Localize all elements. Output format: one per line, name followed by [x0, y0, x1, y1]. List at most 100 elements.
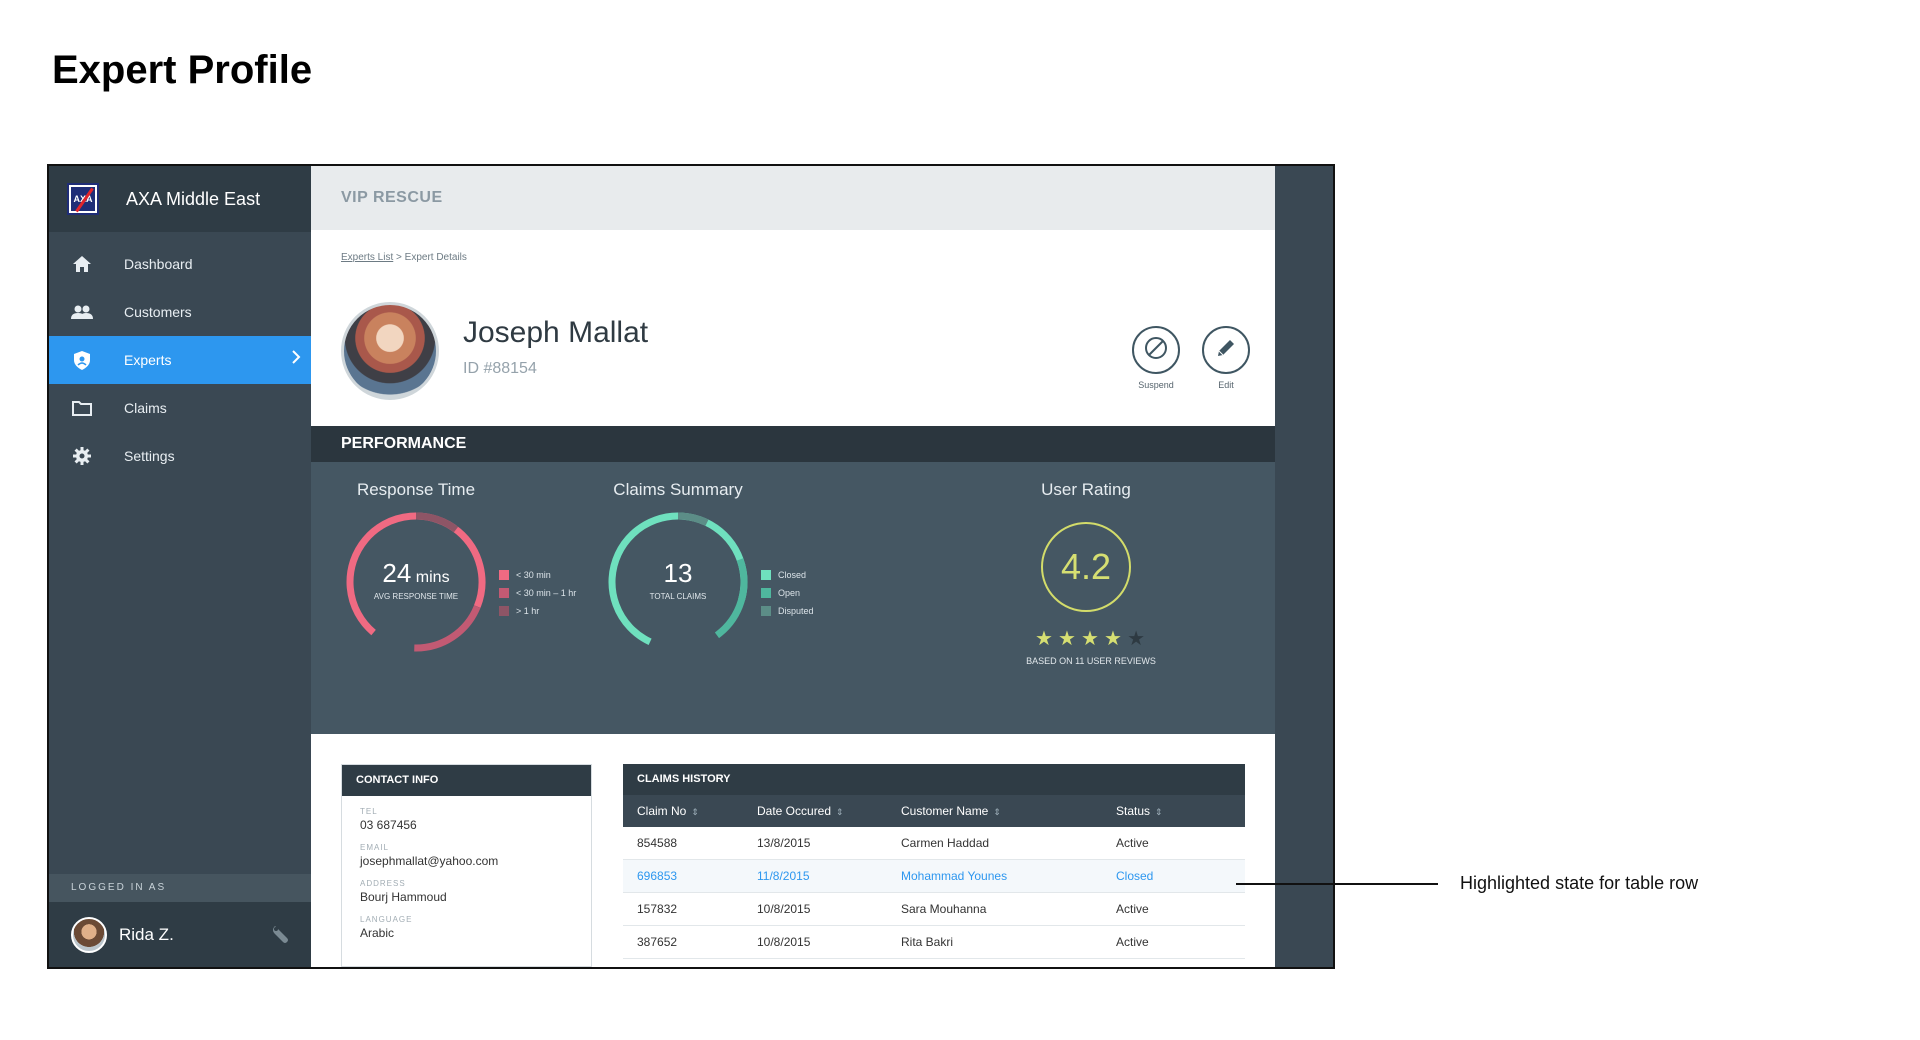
star-filled-icon: ★	[1104, 628, 1122, 650]
star-filled-icon: ★	[1035, 628, 1053, 650]
logged-in-label: LOGGED IN AS	[49, 874, 311, 902]
shield-icon	[71, 349, 93, 371]
legend-label: Open	[778, 588, 801, 598]
claims-summary-donut	[608, 512, 748, 652]
expert-id: ID #88154	[463, 360, 537, 377]
cell-date: 10/8/2015	[757, 935, 811, 949]
sidebar-item-claims[interactable]: Claims	[49, 384, 311, 432]
contact-field-email: EMAIL josephmallat@yahoo.com	[342, 843, 591, 868]
user-rating-caption: BASED ON 11 USER REVIEWS	[1026, 656, 1156, 666]
legend-label: < 30 min – 1 hr	[516, 588, 577, 598]
sort-icon: ⇕	[691, 807, 699, 817]
legend-swatch	[761, 606, 771, 616]
cell-customer: Carmen Haddad	[901, 836, 990, 850]
response-time-value: 24	[382, 558, 412, 588]
sidebar: AXA AXA Middle East Dashboard Customers	[49, 166, 311, 967]
legend-swatch	[761, 588, 771, 598]
sort-icon: ⇕	[1155, 807, 1163, 817]
column-header-customer[interactable]: Customer Name ⇕	[901, 804, 1116, 818]
home-icon	[71, 253, 93, 275]
user-rating-value: 4.2	[1060, 546, 1112, 587]
table-row[interactable]: 157832 10/8/2015 Sara Mouhanna Active	[623, 893, 1245, 926]
legend-swatch	[499, 570, 509, 580]
cell-date: 11/8/2015	[757, 869, 810, 883]
legend-item: > 1 hr	[499, 602, 576, 620]
claims-history-header: CLAIMS HISTORY	[623, 764, 1245, 795]
sidebar-item-customers[interactable]: Customers	[49, 288, 311, 336]
expert-name: Joseph Mallat	[463, 316, 649, 349]
sidebar-item-label: Claims	[124, 400, 167, 416]
star-filled-icon: ★	[1081, 628, 1099, 650]
column-header-claim-no[interactable]: Claim No ⇕	[623, 804, 757, 818]
legend-label: > 1 hr	[516, 606, 540, 616]
right-gutter	[1275, 166, 1333, 967]
response-time-value-group: 24 mins	[316, 558, 516, 589]
cell-claim-no: 157832	[637, 902, 678, 916]
pencil-icon	[1214, 336, 1238, 365]
brand-bar: AXA AXA Middle East	[49, 166, 311, 232]
top-bar-title: VIP RESCUE	[311, 166, 1275, 230]
legend-item: < 30 min – 1 hr	[499, 584, 576, 602]
folder-icon	[71, 397, 93, 419]
axa-logo[interactable]: AXA	[67, 183, 99, 215]
table-row[interactable]: 387652 10/8/2015 Rita Bakri Active	[623, 926, 1245, 959]
page-title: Expert Profile	[52, 48, 313, 92]
response-time-title: Response Time	[356, 480, 476, 499]
legend-swatch	[499, 606, 509, 616]
claims-summary-value: 13	[663, 558, 693, 588]
column-header-date[interactable]: Date Occured ⇕	[757, 804, 901, 818]
edit-label: Edit	[1218, 380, 1234, 390]
sidebar-item-experts[interactable]: Experts	[49, 336, 311, 384]
column-header-label: Status	[1116, 804, 1151, 818]
cell-status: Closed	[1116, 869, 1154, 883]
people-icon	[71, 301, 93, 323]
performance-header: PERFORMANCE	[311, 426, 1275, 462]
cell-status: Active	[1116, 836, 1149, 850]
response-time-donut	[346, 512, 486, 652]
response-time-unit: mins	[415, 569, 450, 586]
annotation-line	[1236, 883, 1438, 885]
main-content: VIP RESCUE Experts List > Expert Details…	[311, 166, 1275, 967]
sidebar-nav: Dashboard Customers Experts	[49, 240, 311, 480]
gear-icon	[71, 445, 93, 467]
table-header-row: Claim No ⇕ Date Occured ⇕ Customer Name ⇕ S…	[623, 795, 1245, 827]
breadcrumb-link-experts-list[interactable]: Experts List	[341, 252, 394, 263]
column-header-label: Customer Name	[901, 804, 989, 818]
sidebar-item-label: Dashboard	[124, 256, 193, 272]
table-row-highlighted[interactable]: 696853 11/8/2015 Mohammad Younes Closed	[623, 860, 1245, 893]
cell-customer: Sara Mouhanna	[901, 902, 987, 916]
wrench-icon[interactable]	[271, 924, 293, 951]
cell-date: 13/8/2015	[757, 836, 811, 850]
sidebar-item-settings[interactable]: Settings	[49, 432, 311, 480]
cell-claim-no: 854588	[637, 836, 678, 850]
field-value: 03 687456	[360, 818, 417, 832]
contact-info-card: CONTACT INFO TEL 03 687456 EMAIL josephm…	[341, 764, 592, 967]
sidebar-item-dashboard[interactable]: Dashboard	[49, 240, 311, 288]
cell-status: Active	[1116, 902, 1149, 916]
user-row[interactable]: Rida Z.	[49, 902, 311, 967]
legend-label: < 30 min	[516, 570, 551, 580]
field-value: josephmallat@yahoo.com	[360, 854, 499, 868]
legend-label: Closed	[778, 570, 807, 580]
legend-swatch	[499, 588, 509, 598]
suspend-button[interactable]: Suspend	[1129, 326, 1183, 390]
sidebar-item-label: Experts	[124, 352, 172, 368]
breadcrumb: Experts List > Expert Details	[341, 252, 467, 263]
user-name: Rida Z.	[119, 924, 174, 944]
claims-summary-caption: TOTAL CLAIMS	[649, 592, 707, 601]
contact-field-language: LANGUAGE Arabic	[342, 915, 591, 940]
cell-claim-no: 696853	[637, 869, 678, 883]
response-time-caption: AVG RESPONSE TIME	[373, 592, 459, 601]
edit-button[interactable]: Edit	[1199, 326, 1253, 390]
table-row[interactable]: 854588 13/8/2015 Carmen Haddad Active	[623, 827, 1245, 860]
legend-item: Disputed	[761, 602, 814, 620]
star-rating: ★ ★ ★ ★ ★	[1035, 626, 1145, 651]
legend-label: Disputed	[778, 606, 814, 616]
contact-info-header: CONTACT INFO	[342, 765, 591, 796]
column-header-status[interactable]: Status ⇕	[1116, 804, 1245, 818]
field-value: Bourj Hammoud	[360, 890, 447, 904]
sort-icon: ⇕	[993, 807, 1001, 817]
cell-claim-no: 387652	[637, 935, 678, 949]
chevron-right-icon	[291, 350, 301, 367]
suspend-circle	[1132, 326, 1180, 374]
